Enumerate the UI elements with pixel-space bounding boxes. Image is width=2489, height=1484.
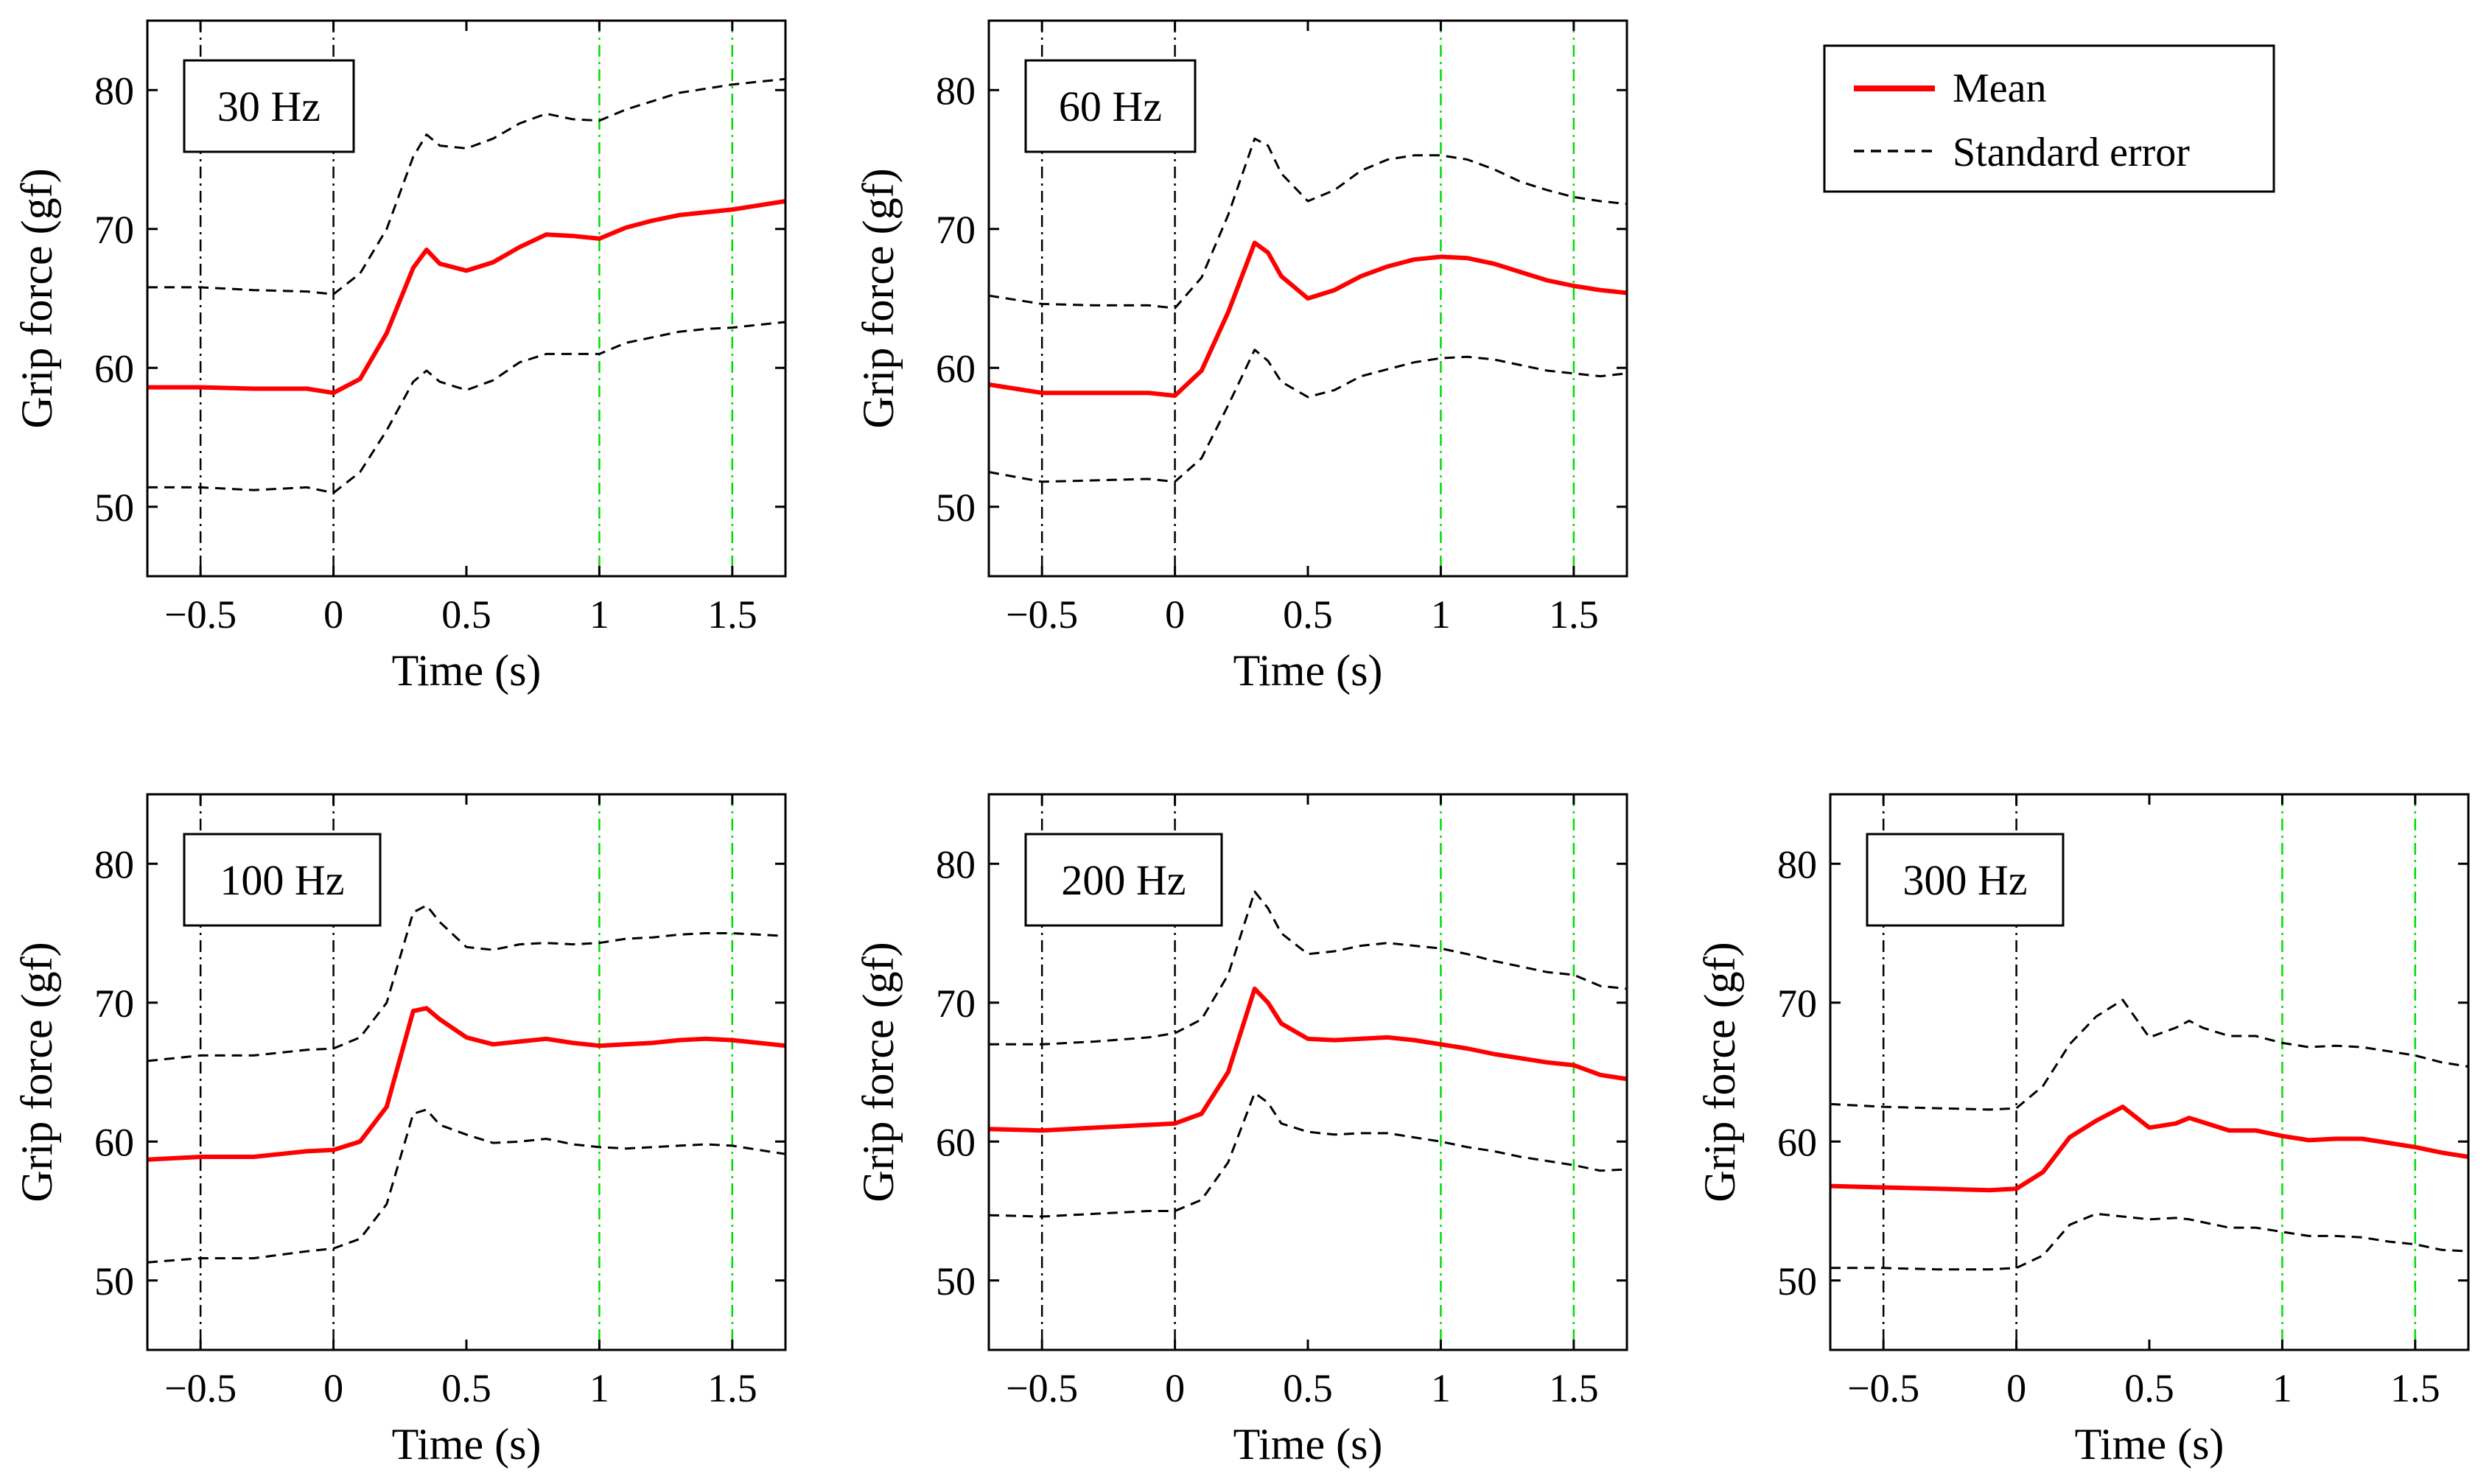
x-tick-label: 0.5 [1283, 592, 1333, 637]
panel-4: −0.5 0 0.5 1 1.5 50 60 70 80 Time (s) Grip force (… [854, 793, 1628, 1469]
mean-line [147, 1006, 786, 1162]
x-tick-label: 1 [1431, 1366, 1451, 1410]
panel-3: −0.5 0 0.5 1 1.5 50 60 70 80 Time (s) Grip force (… [13, 793, 787, 1469]
frequency-box [1024, 59, 1197, 153]
frequency-box [1866, 833, 2065, 927]
y-tick-label: 70 [936, 981, 976, 1026]
panel-2: −0.5 0 0.5 1 1.5 50 60 70 80 Time (s) Grip force (… [854, 19, 1628, 695]
y-axis-label: Grip force (gf) [854, 168, 903, 428]
x-tick-label: 0.5 [1283, 1366, 1333, 1410]
mean-line [988, 986, 1628, 1133]
panels: −0.5 0 0.5 1 1.5 50 60 70 80 Time (s) Grip force (… [13, 19, 2470, 1469]
frequency-label: 60 Hz [1059, 83, 1162, 130]
panel-1: −0.5 0 0.5 1 1.5 50 60 70 80 Time (s) Grip force (… [13, 19, 787, 695]
y-tick-label: 70 [94, 981, 134, 1026]
x-tick-label: 1.5 [2390, 1366, 2440, 1410]
y-tick-label: 60 [1777, 1120, 1817, 1164]
y-tick-label: 60 [94, 1120, 134, 1164]
frequency-label: 300 Hz [1902, 856, 2027, 904]
x-axis-label: Time (s) [1233, 1420, 1383, 1469]
y-tick-label: 80 [94, 842, 134, 886]
x-tick-label: 1 [589, 1366, 609, 1410]
x-tick-label: −0.5 [1006, 592, 1078, 637]
frequency-label: 100 Hz [220, 856, 344, 904]
x-tick-label: 0 [323, 1366, 343, 1410]
x-tick-label: 1 [1431, 592, 1451, 637]
legend-mean-label: Mean [1953, 66, 2047, 111]
x-tick-label: 0 [1165, 1366, 1185, 1410]
x-tick-label: −0.5 [1847, 1366, 1919, 1410]
mean-line [1830, 1105, 2469, 1193]
x-tick-label: 0.5 [441, 1366, 491, 1410]
x-axis-label: Time (s) [392, 646, 542, 695]
y-axis-label: Grip force (gf) [854, 942, 903, 1202]
x-tick-label: −0.5 [1006, 1366, 1078, 1410]
frequency-label: 200 Hz [1061, 856, 1186, 904]
x-tick-label: 0 [2006, 1366, 2026, 1410]
legend-box [1823, 44, 2275, 193]
y-axis-label: Grip force (gf) [13, 942, 61, 1202]
y-tick-label: 50 [94, 486, 134, 530]
y-tick-label: 50 [936, 1259, 976, 1303]
se-upper-line [1830, 998, 2469, 1111]
y-tick-label: 60 [94, 346, 134, 391]
x-tick-label: 0.5 [441, 592, 491, 637]
se-upper-line [147, 904, 786, 1063]
y-tick-label: 80 [936, 842, 976, 886]
x-tick-label: 1.5 [707, 592, 757, 637]
x-tick-label: 1 [589, 592, 609, 637]
x-tick-label: 1.5 [1549, 1366, 1599, 1410]
x-tick-label: −0.5 [164, 592, 237, 637]
se-upper-line [988, 137, 1628, 309]
se-upper-line [989, 890, 1628, 1046]
x-axis-label: Time (s) [2075, 1420, 2224, 1469]
se-lower-line [147, 1108, 786, 1264]
y-axis-label: Grip force (gf) [13, 168, 61, 428]
se-lower-line [1830, 1212, 2469, 1271]
se-lower-line [147, 321, 786, 494]
x-tick-label: 1.5 [1549, 592, 1599, 637]
mean-line [147, 199, 786, 396]
y-tick-label: 70 [94, 208, 134, 252]
x-tick-label: 0 [1165, 592, 1185, 637]
frequency-box [183, 833, 382, 927]
x-axis-label: Time (s) [392, 1420, 542, 1469]
mean-line [988, 240, 1628, 398]
y-tick-label: 80 [1777, 842, 1817, 886]
se-lower-line [988, 1091, 1628, 1218]
y-tick-label: 70 [936, 208, 976, 252]
y-tick-label: 50 [94, 1259, 134, 1303]
y-tick-label: 80 [94, 69, 134, 113]
y-tick-label: 70 [1777, 981, 1817, 1026]
y-axis-label: Grip force (gf) [1695, 942, 1744, 1202]
y-tick-label: 60 [936, 346, 976, 391]
x-tick-label: 0.5 [2124, 1366, 2174, 1410]
x-tick-label: −0.5 [164, 1366, 237, 1410]
x-axis-label: Time (s) [1233, 646, 1383, 695]
y-tick-label: 50 [1777, 1259, 1817, 1303]
frequency-label: 30 Hz [217, 83, 321, 130]
y-tick-label: 50 [936, 486, 976, 530]
frequency-box [183, 59, 355, 153]
panel-5: −0.5 0 0.5 1 1.5 50 60 70 80 Time (s) Grip force (… [1695, 793, 2470, 1469]
y-tick-label: 60 [936, 1120, 976, 1164]
x-tick-label: 1.5 [707, 1366, 757, 1410]
legend-se-label: Standard error [1953, 130, 2190, 175]
y-tick-label: 80 [936, 69, 976, 113]
x-tick-label: 1 [2272, 1366, 2292, 1410]
x-tick-label: 0 [323, 592, 343, 637]
frequency-box [1024, 833, 1223, 927]
legend: Mean Standard error [1823, 44, 2275, 193]
se-lower-line [988, 349, 1628, 483]
se-upper-line [147, 77, 786, 295]
